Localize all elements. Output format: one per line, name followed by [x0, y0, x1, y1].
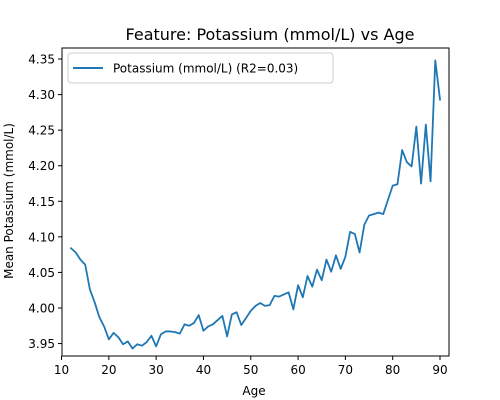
legend: Potassium (mmol/L) (R2=0.03): [67, 52, 334, 84]
y-tick-label: 4.00: [28, 301, 55, 315]
x-tick-label: 80: [385, 363, 400, 377]
chart-title: Feature: Potassium (mmol/L) vs Age: [126, 25, 415, 44]
y-tick-label: 4.25: [28, 124, 55, 138]
x-tick-label: 60: [290, 363, 305, 377]
x-tick-label: 70: [338, 363, 353, 377]
y-axis: 3.95 4.00 4.05 4.10 4.15 4.20 4.25 4.30 4.35: [28, 53, 62, 351]
y-tick-label: 4.15: [28, 195, 55, 209]
x-tick-label: 20: [101, 363, 116, 377]
y-tick-label: 4.05: [28, 266, 55, 280]
series-line: [69, 59, 442, 350]
x-tick-label: 50: [243, 363, 258, 377]
x-tick-label: 90: [432, 363, 447, 377]
y-axis-label: Mean Potassium (mmol/L): [2, 123, 16, 279]
x-axis: 10 20 30 40 50 60 70 80 90: [54, 356, 448, 377]
x-tick-label: 30: [149, 363, 164, 377]
x-tick-label: 40: [196, 363, 211, 377]
y-tick-label: 3.95: [28, 337, 55, 351]
x-axis-label: Age: [242, 384, 265, 398]
y-tick-label: 4.35: [28, 53, 55, 67]
plot-area: [61, 47, 450, 357]
y-tick-label: 4.20: [28, 159, 55, 173]
legend-box: [67, 52, 334, 84]
y-tick-label: 4.10: [28, 230, 55, 244]
series-lines: [69, 59, 442, 350]
legend-label: Potassium (mmol/L) (R2=0.03): [113, 62, 298, 76]
x-tick-label: 10: [54, 363, 69, 377]
y-tick-label: 4.30: [28, 88, 55, 102]
